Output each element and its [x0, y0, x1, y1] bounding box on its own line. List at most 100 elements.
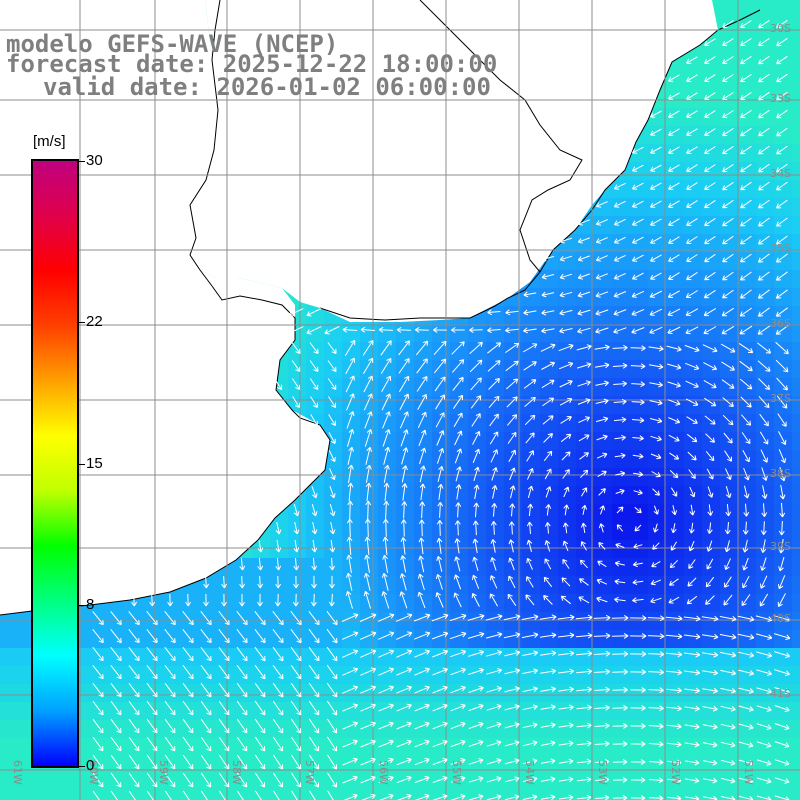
wind-arrow: [719, 633, 737, 640]
sea-cell: [774, 558, 792, 576]
wind-arrow: [702, 651, 719, 658]
wind-arrow: [686, 128, 698, 136]
sea-cell: [720, 126, 738, 144]
wind-arrow: [383, 500, 390, 519]
wind-arrow: [577, 219, 590, 226]
sea-cell: [576, 486, 594, 504]
wind-arrow: [254, 628, 266, 644]
wind-arrow: [648, 741, 664, 748]
sea-cell: [738, 774, 756, 792]
sea-cell: [468, 720, 486, 738]
wind-arrow: [92, 611, 104, 626]
wind-arrow: [146, 682, 158, 698]
sea-cell: [702, 126, 720, 144]
wind-arrow: [577, 291, 591, 298]
wind-arrow: [722, 92, 734, 100]
sea-cell: [198, 612, 216, 630]
wind-arrow: [398, 358, 410, 374]
sea-cell: [378, 450, 396, 468]
wind-arrow: [616, 506, 624, 514]
sea-cell: [198, 792, 216, 800]
wind-arrow: [737, 615, 755, 622]
wind-arrow: [631, 182, 644, 190]
wind-arrow: [740, 38, 752, 46]
sea-cell: [738, 720, 756, 738]
wind-arrow: [738, 741, 754, 748]
wind-arrow: [396, 757, 412, 766]
wind-arrow: [272, 664, 284, 680]
wind-arrow: [309, 772, 319, 788]
wind-arrow: [363, 572, 371, 591]
sea-cell: [144, 630, 162, 648]
sea-cell: [576, 720, 594, 738]
sea-cell: [216, 738, 234, 756]
sea-cell: [450, 342, 468, 360]
sea-cell: [216, 684, 234, 702]
sea-cell: [180, 648, 198, 666]
sea-cell: [666, 684, 684, 702]
sea-cell: [342, 468, 360, 486]
sea-cell: [630, 234, 648, 252]
wind-arrow: [612, 650, 629, 657]
wind-arrow: [684, 344, 700, 353]
wind-arrow: [342, 703, 359, 712]
wind-arrow: [631, 236, 644, 244]
sea-cell: [432, 378, 450, 396]
wind-arrow: [577, 380, 591, 387]
wind-arrow: [774, 723, 790, 730]
sea-cell: [306, 342, 324, 360]
wind-arrow: [342, 649, 359, 658]
wind-arrow: [453, 592, 462, 608]
wind-arrow: [558, 668, 575, 675]
wind-arrow: [436, 448, 445, 464]
wind-arrow: [722, 217, 734, 227]
colorbar-tick-label: 15: [86, 454, 103, 472]
wind-arrow: [705, 576, 715, 588]
wind-arrow: [684, 723, 700, 730]
wind-arrow: [558, 740, 574, 747]
sea-cell: [0, 684, 18, 702]
wind-arrow: [400, 555, 407, 573]
wind-arrow: [257, 575, 264, 589]
wind-arrow: [562, 540, 569, 552]
wind-arrow: [471, 574, 480, 589]
sea-cell: [342, 612, 360, 630]
wind-arrow: [652, 488, 660, 496]
wind-arrow: [345, 591, 353, 609]
wind-arrow: [630, 741, 646, 748]
sea-cell: [486, 684, 504, 702]
wind-arrow: [450, 739, 466, 748]
sea-cell: [360, 342, 378, 360]
sea-cell: [576, 684, 594, 702]
sea-cell: [396, 432, 414, 450]
wind-arrow: [471, 592, 480, 607]
sea-cell: [126, 666, 144, 684]
wind-arrow: [683, 633, 701, 640]
sea-cell: [90, 684, 108, 702]
wind-arrow: [146, 736, 158, 752]
wind-arrow: [413, 613, 431, 622]
sea-cell: [774, 72, 792, 90]
wind-arrow: [722, 20, 734, 28]
sea-cell: [666, 360, 684, 378]
sea-cell: [414, 684, 432, 702]
sea-cell: [486, 324, 504, 342]
sea-cell: [720, 648, 738, 666]
sea-cell: [612, 594, 630, 612]
sea-cell: [648, 252, 666, 270]
wind-arrow: [580, 541, 587, 551]
sea-cell: [396, 360, 414, 378]
sea-cell: [126, 630, 144, 648]
sea-cell: [522, 630, 540, 648]
sea-cell: [612, 432, 630, 450]
sea-cell: [720, 414, 738, 432]
wind-arrow: [311, 503, 318, 517]
wind-arrow: [487, 327, 501, 334]
sea-cell: [594, 306, 612, 324]
sea-cell: [450, 432, 468, 450]
sea-cell: [576, 306, 594, 324]
sea-cell: [702, 198, 720, 216]
sea-cell: [630, 342, 648, 360]
sea-cell: [594, 396, 612, 414]
sea-cell: [684, 612, 702, 630]
